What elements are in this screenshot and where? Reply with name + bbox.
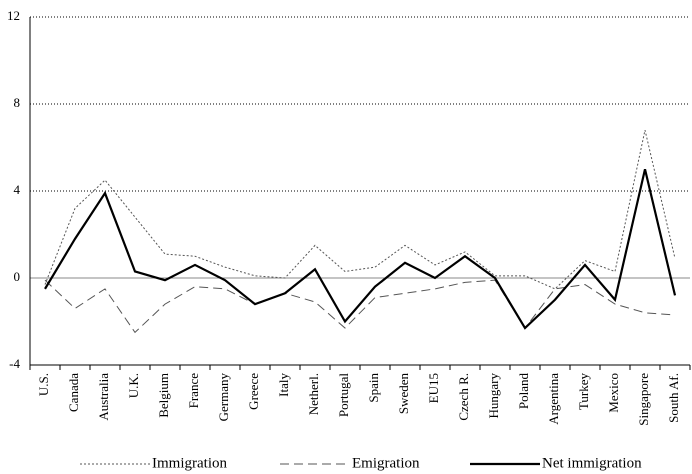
x-tick-label: Portugal — [336, 373, 351, 417]
x-tick-label: Italy — [276, 373, 291, 397]
legend-label: Net immigration — [542, 455, 642, 471]
x-tick-label: Canada — [66, 373, 81, 412]
series-line — [44, 279, 676, 334]
y-tick-label: -4 — [9, 356, 20, 371]
series-line — [44, 168, 677, 330]
x-tick-label: South Af. — [666, 373, 681, 423]
y-tick-label: 0 — [14, 269, 21, 284]
x-tick-label: Australia — [96, 373, 111, 421]
x-tick-label: Turkey — [576, 373, 591, 411]
y-tick-label: 12 — [7, 8, 20, 23]
legend-label: Immigration — [152, 455, 227, 471]
x-tick-label: Singapore — [636, 373, 651, 426]
legend-label: Emigration — [352, 455, 420, 471]
x-tick-label: Mexico — [606, 373, 621, 413]
x-tick-label: Czech R. — [456, 373, 471, 421]
x-tick-label: U.S. — [36, 373, 51, 396]
x-tick-label: Belgium — [156, 373, 171, 418]
x-tick-label: Netherl. — [306, 373, 321, 415]
y-tick-label: 4 — [14, 182, 21, 197]
x-tick-label: U.K. — [126, 373, 141, 398]
x-tick-label: Germany — [216, 373, 231, 422]
x-tick-label: Sweden — [396, 373, 411, 415]
x-tick-label: Hungary — [486, 373, 501, 419]
x-tick-label: EU15 — [426, 373, 441, 403]
x-tick-label: Greece — [246, 373, 261, 410]
x-tick-label: Spain — [366, 373, 381, 403]
series-line — [44, 129, 676, 290]
x-tick-label: France — [186, 373, 201, 409]
y-tick-label: 8 — [14, 95, 21, 110]
x-tick-label: Argentina — [546, 373, 561, 425]
x-tick-label: Poland — [516, 373, 531, 410]
